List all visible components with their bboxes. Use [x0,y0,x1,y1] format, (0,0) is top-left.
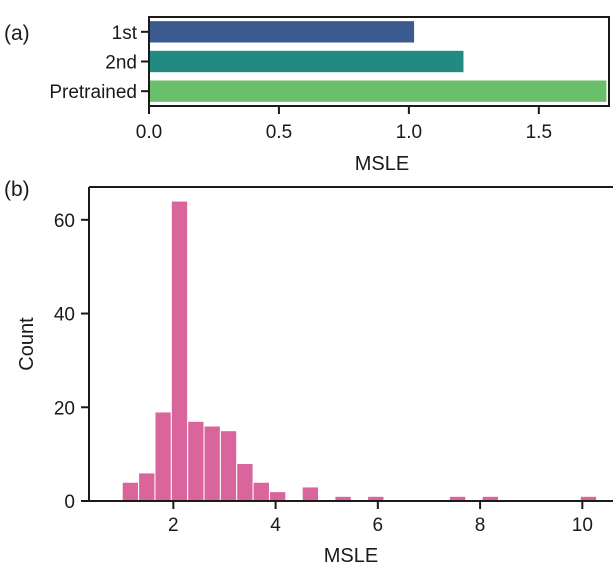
histogram-bar [154,411,172,502]
x-tick-label: 6 [373,515,384,536]
y-tick-label: 20 [54,398,75,419]
bar-pretrained [149,80,607,102]
x-tick-label: 0.5 [266,122,292,143]
histogram-bar [138,472,156,502]
bar-2nd [149,50,464,73]
x-tick-label: 8 [475,515,486,536]
panel-a-label: (a) [4,22,30,45]
histogram-bar [252,481,270,502]
panel-b-x-axis-label: MSLE [324,545,378,567]
histogram-bar [203,425,221,502]
panel-a-y-ticks: 1st 2nd Pretrained [49,23,149,103]
histogram-bar [121,481,140,502]
y-tick-label: 40 [54,305,75,326]
histogram-bar [187,420,205,502]
panel-b-y-axis-label: Count [16,317,38,371]
panel-b-x-ticks: 2 4 6 8 10 [168,501,593,536]
y-tick-label: 0 [64,492,75,513]
histogram-bar [236,463,254,502]
panel-a: (a) 1st 2nd Pretrained 0.0 0.5 1.0 1.5 MSLE [4,16,610,175]
panel-a-frame [148,16,610,107]
x-tick-label: 1.0 [396,122,422,143]
y-tick-label: 2nd [105,53,137,74]
histogram-bar [301,486,320,502]
panel-b: (b) 0 20 40 60 2 4 6 8 10 Count MSLE [4,178,613,567]
x-tick-label: 2 [168,515,179,536]
x-tick-label: 4 [270,515,281,536]
panel-b-y-ticks: 0 20 40 60 [54,211,89,513]
y-tick-label: 1st [112,23,138,44]
x-tick-label: 1.5 [526,122,552,143]
panel-a-x-ticks: 0.0 0.5 1.0 1.5 [136,106,552,143]
x-tick-label: 10 [572,515,593,536]
panel-b-bars [121,200,598,502]
histogram-bar [219,430,238,502]
bar-1st [149,21,415,43]
y-tick-label: Pretrained [49,82,137,103]
histogram-bar [268,491,287,502]
panel-b-label: (b) [4,178,30,201]
panel-a-x-axis-label: MSLE [355,153,409,175]
x-tick-label: 0.0 [136,122,162,143]
y-tick-label: 60 [54,211,75,232]
panel-a-bars [149,21,607,102]
histogram-bar [170,200,189,502]
